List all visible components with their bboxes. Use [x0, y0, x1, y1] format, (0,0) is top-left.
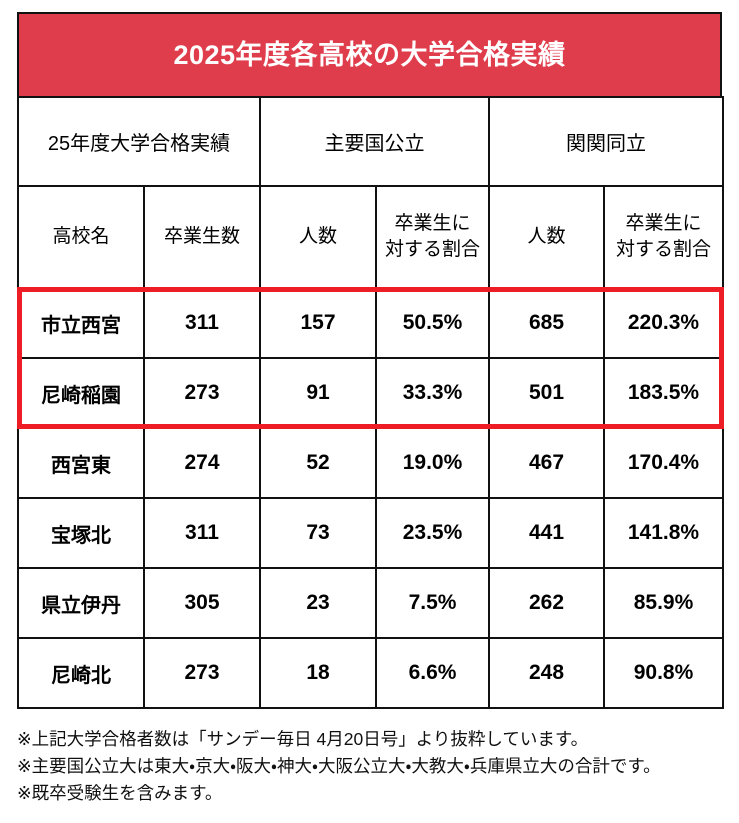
cell-np-rate: 50.5%	[375, 287, 490, 359]
cell-graduates: 273	[143, 357, 261, 429]
footnote-source: ※上記大学合格者数は「サンデー毎日 4月20日号」より抜粋しています。	[17, 729, 589, 749]
cell-kkdr-rate: 141.8%	[603, 497, 724, 569]
cell-graduates: 311	[143, 497, 261, 569]
cell-kkdr-rate: 220.3%	[603, 287, 724, 359]
cell-np-count: 52	[259, 427, 377, 499]
column-header-np-rate-line1: 卒業生に	[394, 213, 471, 235]
column-header-np-count: 人数	[259, 185, 377, 289]
cell-graduates: 274	[143, 427, 261, 499]
cell-school-name: 宝塚北	[17, 497, 145, 569]
table-row: 宝塚北 311 73 23.5% 441 141.8%	[17, 497, 724, 569]
cell-kkdr-count: 262	[488, 567, 605, 639]
admission-results-table: 25年度大学合格実績 主要国公立 関関同立 高校名 卒業生数 人数 卒業	[17, 96, 724, 709]
cell-kkdr-rate: 183.5%	[603, 357, 724, 429]
table-row: 市立西宮 311 157 50.5% 685 220.3%	[17, 287, 724, 359]
cell-np-rate: 6.6%	[375, 637, 490, 709]
table-row: 県立伊丹 305 23 7.5% 262 85.9%	[17, 567, 724, 639]
column-header-graduates: 卒業生数	[143, 185, 261, 289]
column-header-np-count-line1: 人数	[298, 226, 337, 248]
page-title: 2025年度各高校の大学合格実績	[173, 39, 566, 70]
cell-kkdr-count: 441	[488, 497, 605, 569]
cell-school-name: 西宮東	[17, 427, 145, 499]
cell-np-count: 18	[259, 637, 377, 709]
table-column-header-row: 高校名 卒業生数 人数 卒業生に 対する割合 人数	[17, 185, 724, 289]
column-header-kkdr-count: 人数	[488, 185, 605, 289]
cell-school-name: 県立伊丹	[17, 567, 145, 639]
group-header-kankandoritsu: 関関同立	[488, 96, 724, 187]
column-header-kkdr-rate: 卒業生に 対する割合	[603, 185, 724, 289]
footnotes: ※上記大学合格者数は「サンデー毎日 4月20日号」より抜粋しています。 ※主要国…	[17, 726, 727, 807]
cell-np-count: 23	[259, 567, 377, 639]
column-header-kkdr-rate-line2: 対する割合	[615, 239, 711, 260]
cell-school-name: 市立西宮	[17, 287, 145, 359]
column-header-kkdr-rate-line1: 卒業生に	[625, 213, 702, 235]
column-header-np-rate-line2: 対する割合	[384, 239, 480, 260]
cell-np-rate: 23.5%	[375, 497, 490, 569]
cell-kkdr-rate: 85.9%	[603, 567, 724, 639]
cell-kkdr-count: 467	[488, 427, 605, 499]
cell-school-name: 尼崎稲園	[17, 357, 145, 429]
cell-np-count: 73	[259, 497, 377, 569]
column-header-school-name-line1: 高校名	[52, 226, 110, 248]
cell-np-rate: 19.0%	[375, 427, 490, 499]
results-table-container: 2025年度各高校の大学合格実績 25年度大学合格実績 主要国公立 関関同立 高…	[17, 12, 724, 709]
column-header-school-name: 高校名	[17, 185, 145, 289]
cell-kkdr-rate: 90.8%	[603, 637, 724, 709]
cell-graduates: 273	[143, 637, 261, 709]
cell-kkdr-rate: 170.4%	[603, 427, 724, 499]
cell-np-rate: 7.5%	[375, 567, 490, 639]
table-row: 尼崎稲園 273 91 33.3% 501 183.5%	[17, 357, 724, 429]
cell-graduates: 311	[143, 287, 261, 359]
group-header-national-public: 主要国公立	[259, 96, 490, 187]
footnote-includes-repeaters: ※既卒受験生を含みます。	[17, 783, 223, 803]
cell-kkdr-count: 685	[488, 287, 605, 359]
column-header-np-rate: 卒業生に 対する割合	[375, 185, 490, 289]
table-group-header-row: 25年度大学合格実績 主要国公立 関関同立	[17, 96, 724, 187]
table-row: 尼崎北 273 18 6.6% 248 90.8%	[17, 637, 724, 709]
cell-np-count: 91	[259, 357, 377, 429]
table-row: 西宮東 274 52 19.0% 467 170.4%	[17, 427, 724, 499]
cell-kkdr-count: 501	[488, 357, 605, 429]
cell-school-name: 尼崎北	[17, 637, 145, 709]
cell-kkdr-count: 248	[488, 637, 605, 709]
title-banner: 2025年度各高校の大学合格実績	[17, 12, 722, 96]
footnote-national-public-definition: ※主要国公立大は東大・京大・阪大・神大・大阪公立大・大教大・兵庫県立大の合計です…	[17, 756, 661, 776]
group-header-overall: 25年度大学合格実績	[17, 96, 261, 187]
cell-np-count: 157	[259, 287, 377, 359]
column-header-kkdr-count-line1: 人数	[527, 226, 566, 248]
cell-graduates: 305	[143, 567, 261, 639]
column-header-graduates-line1: 卒業生数	[163, 226, 240, 248]
cell-np-rate: 33.3%	[375, 357, 490, 429]
